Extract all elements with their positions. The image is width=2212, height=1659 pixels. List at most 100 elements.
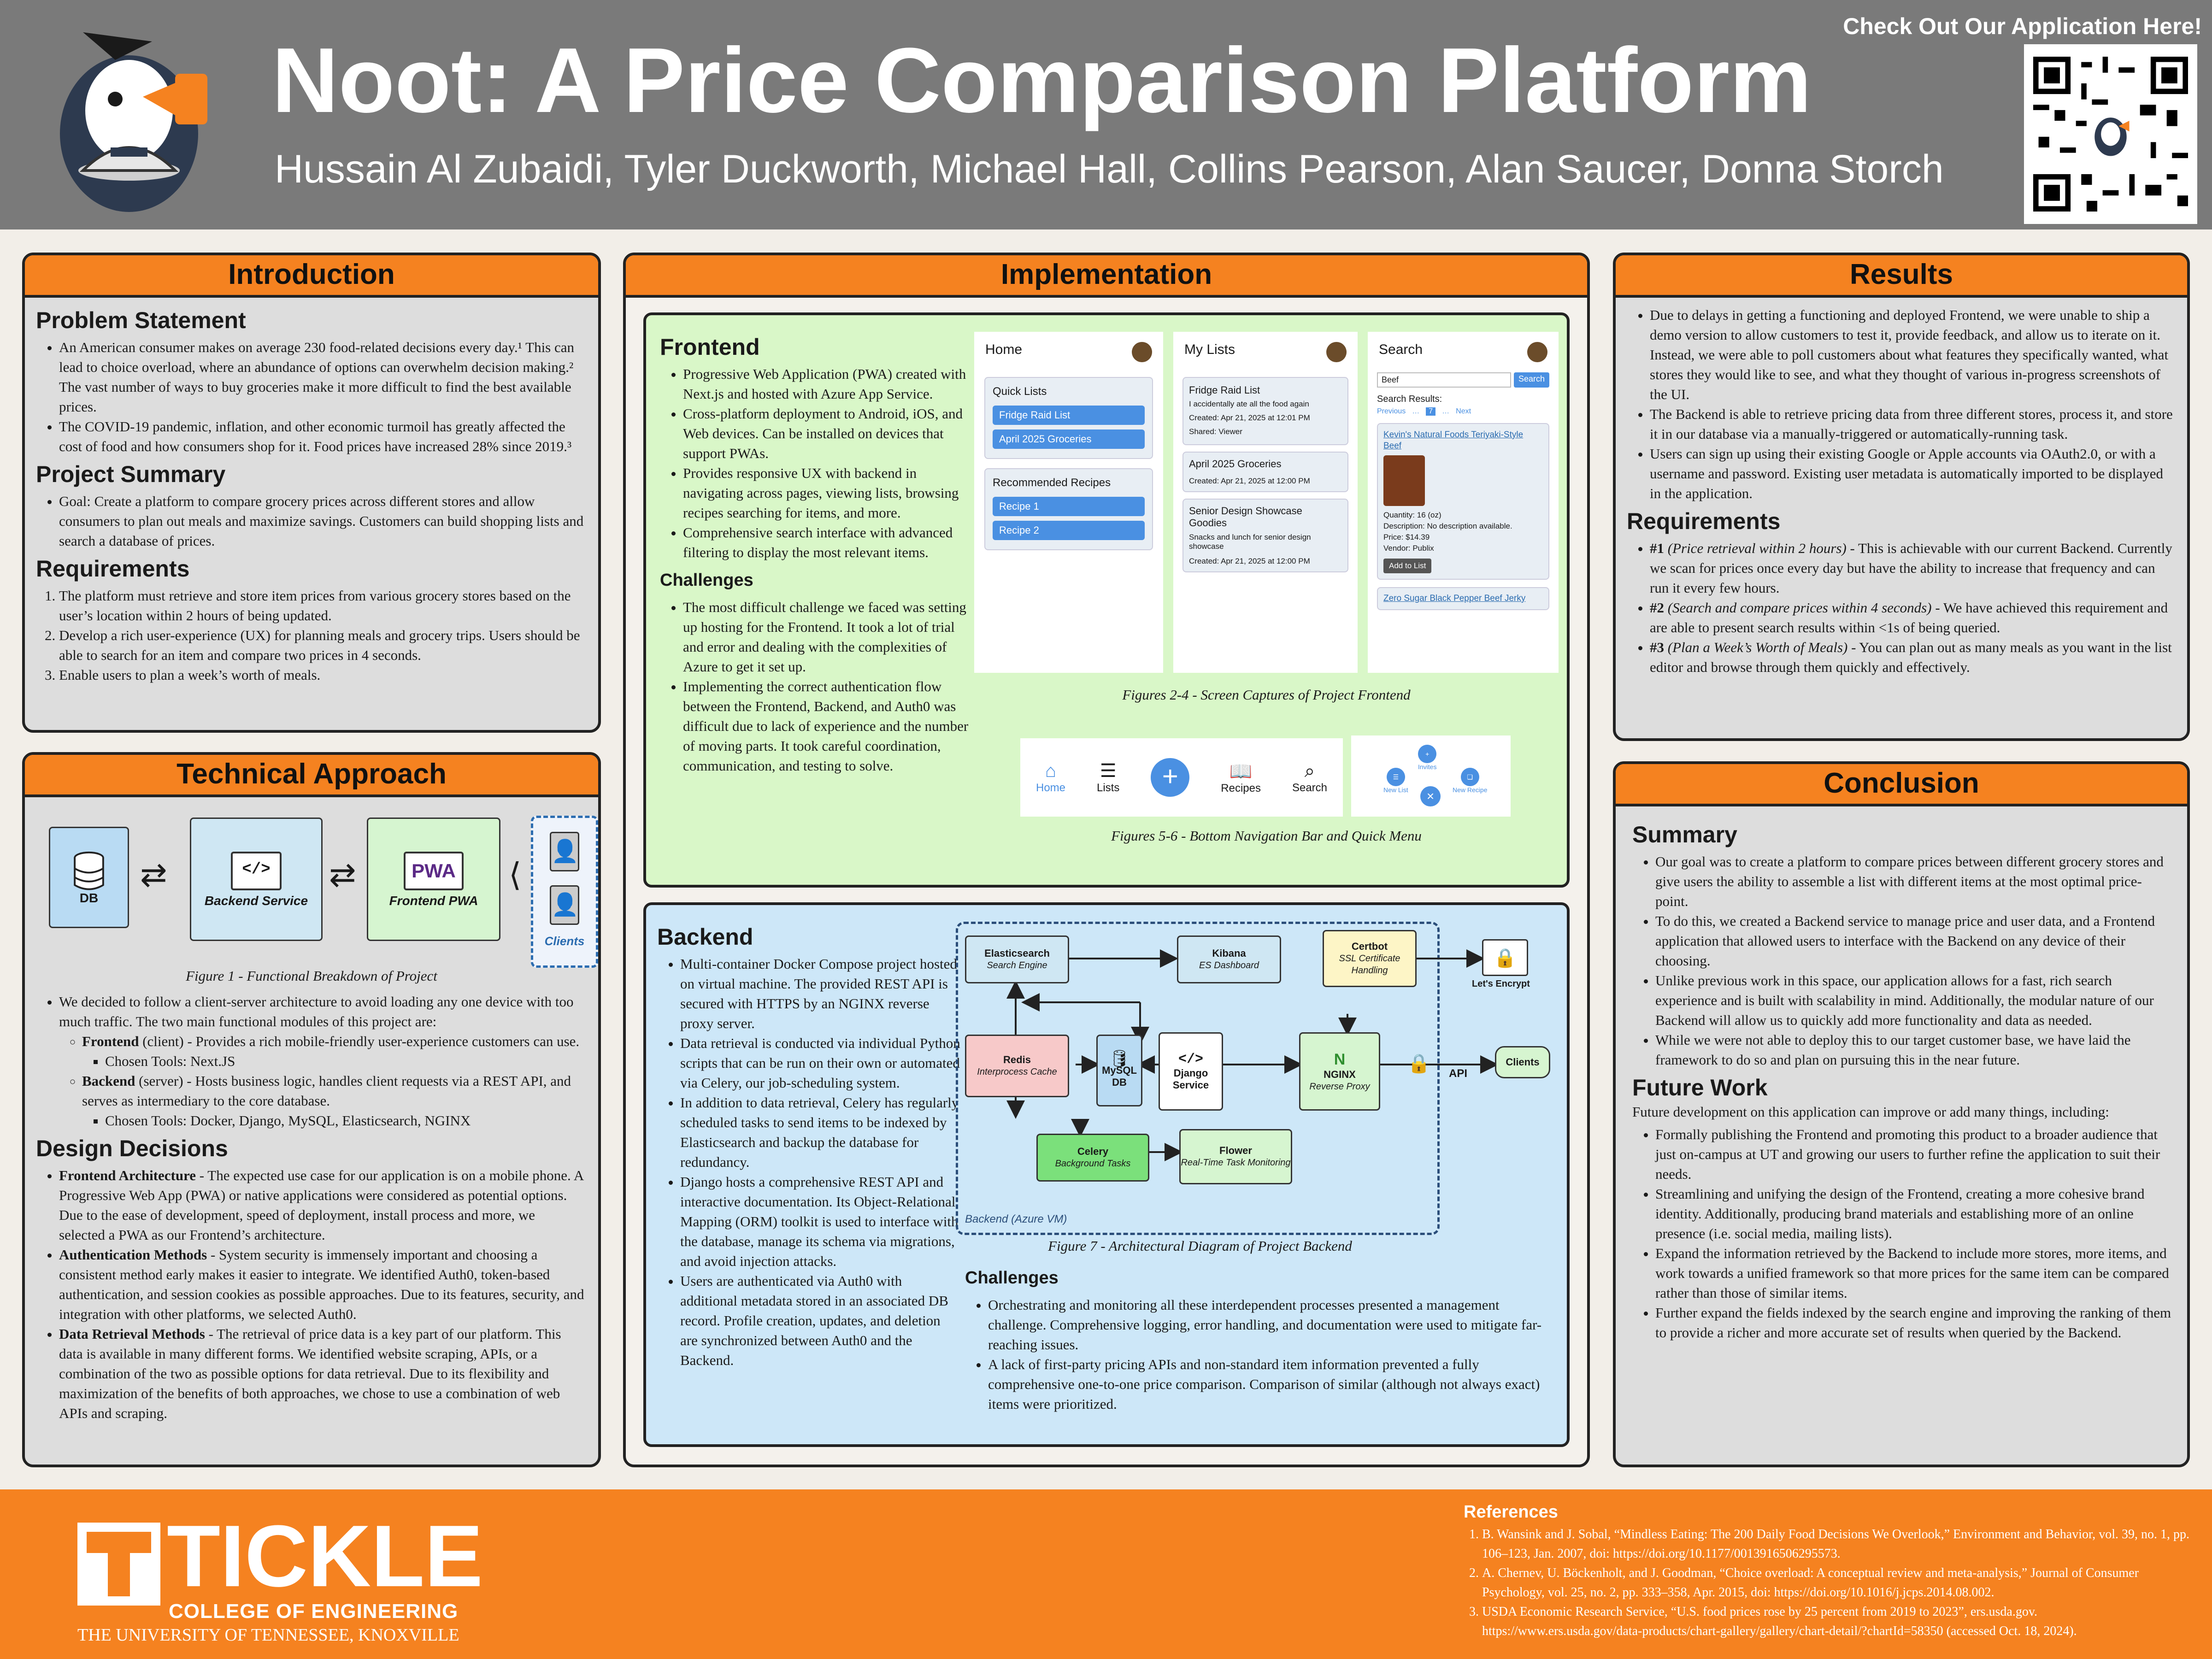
recipe-button[interactable]: Recipe 1 [993,497,1145,516]
requirement-number: #3 [1650,639,1664,655]
db-label: DB [79,891,99,905]
list-item: While we were not able to deploy this to… [1655,1030,2173,1070]
list-item: Comprehensive search interface with adva… [683,523,969,562]
node-title: MySQL DB [1102,1065,1137,1088]
list-item-text: - You can plan out as many meals as you … [1650,639,2172,675]
search-input[interactable]: Beef [1377,372,1511,388]
nav-lists[interactable]: ☰ Lists [1097,760,1119,794]
new-list-button[interactable]: ☰ New List [1383,768,1408,794]
lets-encrypt-label: Let's Encrypt [1472,979,1530,989]
pagination-page[interactable]: … [1442,407,1450,415]
list-item: Provides responsive UX with backend in n… [683,463,969,523]
close-icon[interactable]: × [1420,786,1441,806]
pwa-logo: PWA [404,852,464,890]
bottom-navigation-bar: ⌂ Home ☰ Lists + 📖 Recipes ⌕ Search [1020,738,1343,817]
quick-list-button[interactable]: Fridge Raid List [993,406,1145,425]
penguin-waiter-logo [60,32,207,212]
university-label: THE UNIVERSITY OF TENNESSEE, KNOXVILLE [77,1625,459,1645]
home-screen-title: Home [985,342,1023,357]
node-title: Redis [1003,1054,1031,1065]
lets-encrypt-icon: 🔒 [1482,939,1528,976]
list-item: Backend (server) - Hosts business logic,… [82,1071,584,1130]
pagination-previous[interactable]: Previous [1377,407,1406,415]
nav-home[interactable]: ⌂ Home [1036,761,1065,794]
azure-vm-boundary [956,922,1440,1235]
arrows-icon: ⇄ [140,858,167,893]
list-card[interactable]: Senior Design Showcase Goodies Snacks an… [1182,499,1348,572]
references: References B. Wansink and J. Sobal, “Min… [1464,1502,2196,1641]
list-item: An American consumer makes on average 23… [59,337,584,417]
list-item: Expand the information retrieved by the … [1655,1243,2173,1303]
list-item: Due to delays in getting a functioning a… [1650,305,2173,404]
node-title: Certbot [1351,941,1388,952]
pagination-next[interactable]: Next [1456,407,1471,415]
recipe-button[interactable]: Recipe 2 [993,521,1145,540]
product-card[interactable]: Zero Sugar Black Pepper Beef Jerky [1377,587,1549,610]
search-button[interactable]: Search [1513,372,1549,388]
list-item: #3 (Plan a Week’s Worth of Meals) - You … [1650,637,2173,677]
product-card[interactable]: Kevin's Natural Foods Teriyaki-Style Bee… [1377,423,1549,580]
product-title[interactable]: Zero Sugar Black Pepper Beef Jerky [1383,594,1526,603]
avatar[interactable] [1326,342,1347,362]
quick-list-button[interactable]: April 2025 Groceries [993,429,1145,449]
code-window-icon: </> [231,852,282,890]
list-card[interactable]: April 2025 Groceries Created: Apr 21, 20… [1182,452,1348,492]
fan-arrows-icon: ⟨ [509,858,522,893]
list-item: #2 (Search and compare prices within 4 s… [1650,598,2173,637]
functional-breakdown-figure: DB ⇄ </> Backend Service ⇄ PWA Frontend … [25,797,598,968]
database-icon [74,851,104,890]
list-card[interactable]: Fridge Raid List I accidentally ate all … [1182,377,1348,445]
certbot-node: Certbot SSL Certificate Handling [1323,930,1417,987]
frontend-pwa-node: PWA Frontend PWA [367,818,500,941]
pagination-page[interactable]: 7 [1426,407,1436,416]
add-button[interactable]: + [1151,758,1190,797]
home-screen-capture: Home Quick Lists Fridge Raid List April … [974,332,1163,673]
clients-label: Clients [544,934,585,948]
elasticsearch-node: Elasticsearch Search Engine [965,935,1069,983]
clients-group: 👤 👤 Clients [531,816,598,968]
section-heading: Conclusion [1616,764,2187,806]
requirement-name: (Search and compare prices within 4 seco… [1664,600,1932,616]
quick-menu-label: New List [1383,786,1408,794]
node-title: Flower [1219,1145,1252,1156]
nav-label: Recipes [1221,782,1261,794]
requirements-title: Requirements [1627,508,1781,534]
figure-caption: Figure 1 - Functional Breakdown of Proje… [186,968,437,984]
list-item-text: - This is achievable with our current Ba… [1650,540,2172,596]
nav-search[interactable]: ⌕ Search [1292,761,1327,794]
invites-button[interactable]: + Invites [1418,745,1436,771]
project-summary-title: Project Summary [36,461,226,487]
pagination-page[interactable]: … [1412,407,1420,415]
list-item: Implementing the correct authentication … [683,677,969,776]
backend-service-node: </> Backend Service [190,818,323,941]
nav-recipes[interactable]: 📖 Recipes [1221,760,1261,795]
celery-node: Celery Background Tasks [1036,1134,1149,1182]
qr-code[interactable] [2024,44,2197,224]
avatar[interactable] [1527,342,1547,362]
backend-term: Backend [82,1073,135,1089]
list-item: A lack of first-party pricing APIs and n… [988,1354,1559,1414]
product-title[interactable]: Kevin's Natural Foods Teriyaki-Style Bee… [1383,430,1524,451]
database-icon: 🛢 [1109,1049,1130,1068]
list-item: Data Retrieval Methods - The retrieval o… [59,1324,584,1423]
challenges-title: Challenges [660,571,753,590]
new-recipe-button[interactable]: ❏ New Recipe [1453,768,1487,794]
list-item: Enable users to plan a week’s worth of m… [59,665,584,685]
author-list: Hussain Al Zubaidi, Tyler Duckworth, Mic… [275,147,1944,191]
product-description: Description: No description available. [1383,522,1512,530]
list-item: Streamlining and unifying the design of … [1655,1184,2173,1243]
frontend-panel: Frontend Progressive Web Application (PW… [643,312,1570,888]
avatar[interactable] [1132,342,1152,362]
list-card-title: April 2025 Groceries [1189,458,1282,470]
section-heading: Implementation [626,255,1587,298]
book-icon: ❏ [1460,768,1479,786]
implementation-section: Implementation Frontend Progressive Web … [623,253,1590,1467]
list-item: #1 (Price retrieval within 2 hours) - Th… [1650,538,2173,598]
design-decisions-title: Design Decisions [36,1135,228,1161]
list-card-title: Senior Design Showcase Goodies [1189,505,1302,529]
backend-title: Backend [657,924,753,950]
add-to-list-button[interactable]: Add to List [1383,559,1432,573]
recommended-recipes-heading: Recommended Recipes [993,477,1111,489]
node-subtitle: ES Dashboard [1199,960,1259,971]
problem-statement-title: Problem Statement [36,307,246,333]
